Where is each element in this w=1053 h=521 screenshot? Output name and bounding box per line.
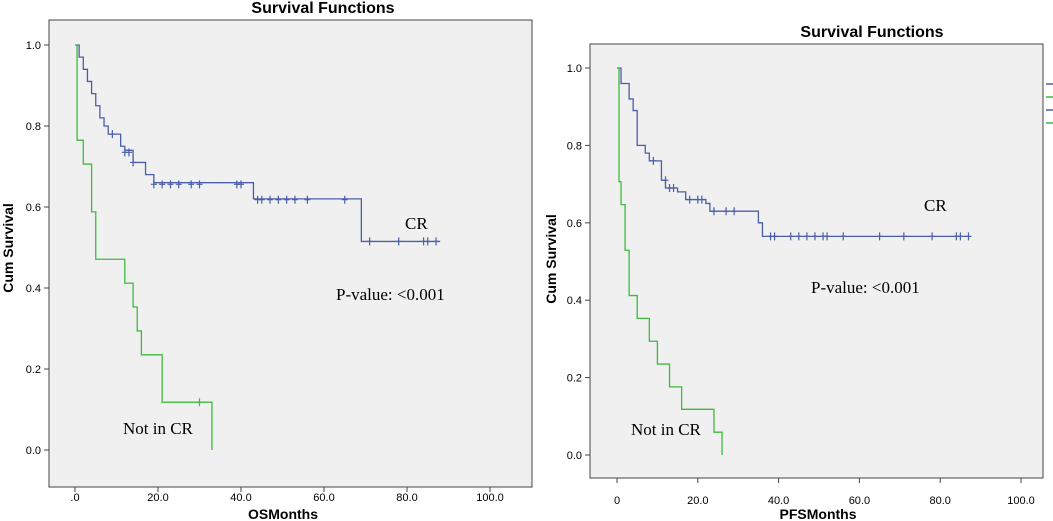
y-tick-label: 1.0 — [567, 63, 582, 75]
censor-mark — [150, 180, 157, 189]
y-tick-label: 0.6 — [567, 218, 582, 230]
x-tick-label: .0 — [70, 492, 79, 504]
censor-mark — [771, 232, 778, 241]
y-tick-label: 0.0 — [26, 445, 41, 457]
x-tick-label: 80.0 — [929, 495, 950, 507]
censor-mark — [238, 180, 244, 189]
censor-mark — [731, 207, 738, 216]
censor-mark — [196, 398, 203, 407]
censor-mark — [424, 237, 431, 246]
chart-os-ylabel: Cum Survival — [0, 203, 16, 292]
censor-mark — [840, 232, 847, 241]
censor-mark — [929, 232, 936, 241]
censor-mark — [267, 195, 274, 204]
censor-mark — [167, 180, 174, 189]
chart-pfs-pvalue: P-value: <0.001 — [811, 278, 920, 297]
censor-mark — [710, 207, 717, 216]
chart-os-xlabel: OSMonths — [248, 506, 318, 521]
chart-os-label-cr: CR — [405, 214, 428, 233]
censor-mark — [824, 232, 831, 241]
censor-mark — [159, 180, 166, 189]
x-tick-label: 40.0 — [768, 495, 789, 507]
x-tick-label: 0 — [614, 495, 620, 507]
censor-mark — [341, 195, 348, 204]
y-tick-label: 0.8 — [26, 121, 41, 133]
censor-mark — [395, 237, 402, 246]
censor-mark — [196, 180, 203, 189]
chart-pfs-title: Survival Functions — [800, 24, 943, 41]
censor-mark — [662, 176, 669, 185]
censor-mark — [283, 195, 290, 204]
x-tick-label: 20.0 — [687, 495, 708, 507]
censor-mark — [304, 195, 311, 204]
chart-os-series — [75, 44, 441, 450]
censor-mark — [787, 232, 794, 241]
censor-mark — [723, 207, 730, 216]
chart-pfs-axes: 0.0 0.2 0.4 0.6 0.8 1.0 0 20.0 40.0 60.0 80.0 100.0 — [567, 63, 1035, 507]
x-tick-label: 40.0 — [230, 492, 251, 504]
censor-mark — [965, 232, 972, 241]
censor-mark — [650, 156, 657, 165]
censor-mark — [433, 237, 440, 246]
chart-os-pvalue: P-value: <0.001 — [336, 285, 445, 304]
censor-mark — [366, 237, 373, 246]
chart-os-label-notcr: Not in CR — [123, 419, 194, 438]
y-tick-label: 0.4 — [26, 283, 41, 295]
series-line-not-in-cr — [617, 67, 723, 455]
chart-pfs-label-cr: CR — [924, 196, 947, 215]
y-tick-label: 0.8 — [567, 140, 582, 152]
chart-pfs-legend-stubs — [1046, 83, 1053, 124]
censor-mark — [275, 195, 282, 204]
x-tick-label: 100.0 — [1007, 495, 1035, 507]
chart-pfs-label-notcr: Not in CR — [631, 420, 702, 439]
censor-mark — [876, 232, 883, 241]
series-line-cr — [75, 44, 441, 243]
chart-pfs-plot-area — [589, 43, 1044, 479]
y-tick-label: 0.6 — [26, 202, 41, 214]
censor-mark — [795, 232, 802, 241]
chart-pfs: Survival Functions 0.0 0.2 0.4 0.6 0.8 1.0 0 20… — [543, 24, 1053, 521]
x-tick-label: 80.0 — [396, 492, 417, 504]
censor-mark — [125, 148, 132, 157]
censor-mark — [109, 130, 116, 139]
y-tick-label: 1.0 — [26, 40, 41, 52]
chart-pfs-ylabel: Cum Survival — [543, 214, 559, 303]
y-tick-label: 0.0 — [567, 450, 582, 462]
y-tick-label: 0.4 — [567, 295, 582, 307]
censor-mark — [670, 183, 677, 192]
censor-mark — [686, 195, 693, 204]
censor-mark — [698, 195, 705, 204]
x-tick-label: 20.0 — [147, 492, 168, 504]
chart-os: Survival Functions 0.0 0.2 0.4 0.6 0.8 1.0 .0 2… — [0, 0, 533, 521]
x-tick-label: 100.0 — [476, 492, 504, 504]
censor-mark — [957, 232, 964, 241]
chart-os-axes: 0.0 0.2 0.4 0.6 0.8 1.0 .0 20.0 40.0 60.0 80.0 100.… — [26, 40, 504, 504]
y-tick-label: 0.2 — [567, 373, 582, 385]
censor-mark — [900, 232, 907, 241]
series-line-not-in-cr — [75, 44, 213, 450]
censor-mark — [811, 232, 818, 241]
censor-mark — [291, 195, 298, 204]
censor-mark — [175, 180, 182, 189]
x-tick-label: 60.0 — [849, 495, 870, 507]
chart-os-title: Survival Functions — [251, 0, 394, 17]
chart-os-plot-area — [48, 19, 533, 488]
x-tick-label: 60.0 — [313, 492, 334, 504]
chart-pfs-xlabel: PFSMonths — [780, 506, 857, 521]
censor-mark — [258, 195, 265, 204]
censor-mark — [130, 158, 137, 167]
censor-mark — [803, 232, 810, 241]
y-tick-label: 0.2 — [26, 364, 41, 376]
censor-mark — [188, 180, 195, 189]
chart-pfs-series — [617, 67, 972, 455]
